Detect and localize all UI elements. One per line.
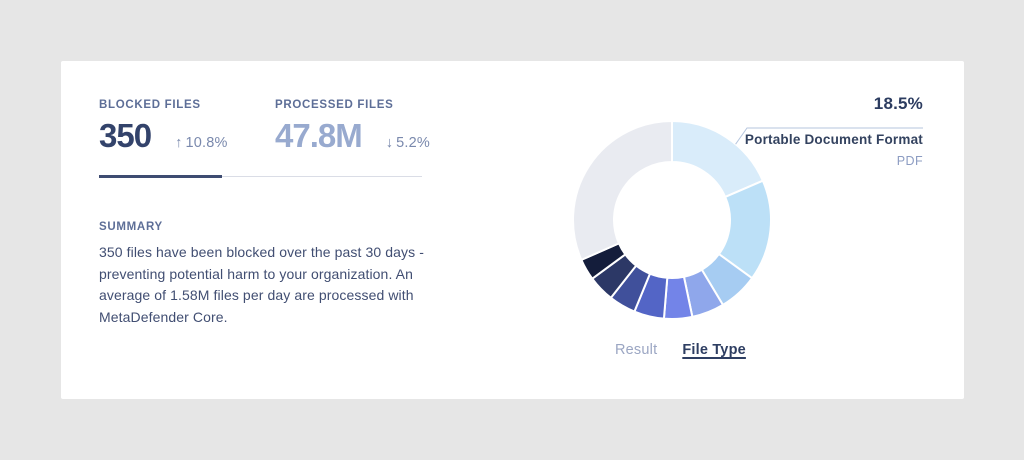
summary-text: 350 files have been blocked over the pas… [99,244,424,325]
callout-percent: 18.5% [873,94,923,113]
file-type-donut-chart [571,120,923,320]
tab-file-type[interactable]: File Type [682,342,746,358]
donut-segment[interactable] [571,120,673,261]
stat-blocked-files: BLOCKED FILES 350 ↑ 10.8% [99,99,228,154]
stat-label: PROCESSED FILES [275,99,394,111]
stat-value: 47.8M [275,117,363,154]
chart-tabs: Result File Type [615,342,746,358]
summary-label: SUMMARY [99,221,163,233]
stat-progress-fill [99,175,222,178]
stat-delta-value: 10.8% [185,135,228,151]
trend-up-icon: ↑ [175,135,183,151]
dashboard-card: BLOCKED FILES 350 ↑ 10.8% PROCESSED FILE… [61,61,964,399]
stat-delta: ↓ 5.2% [386,135,430,151]
stat-label: BLOCKED FILES [99,99,201,111]
stat-processed-files: PROCESSED FILES 47.8M ↓ 5.2% [275,99,430,154]
stat-delta: ↑ 10.8% [175,135,228,151]
stat-value: 350 [99,117,152,154]
callout-leader-line [735,127,923,145]
trend-down-icon: ↓ [385,135,394,151]
stat-delta-value: 5.2% [396,135,431,151]
callout-file-type-name: Portable Document Format [744,132,923,147]
callout-file-type-abbr: PDF [896,154,923,168]
stat-progress-bar [99,175,422,178]
tab-result[interactable]: Result [615,342,658,358]
stat-progress-track [99,176,422,177]
